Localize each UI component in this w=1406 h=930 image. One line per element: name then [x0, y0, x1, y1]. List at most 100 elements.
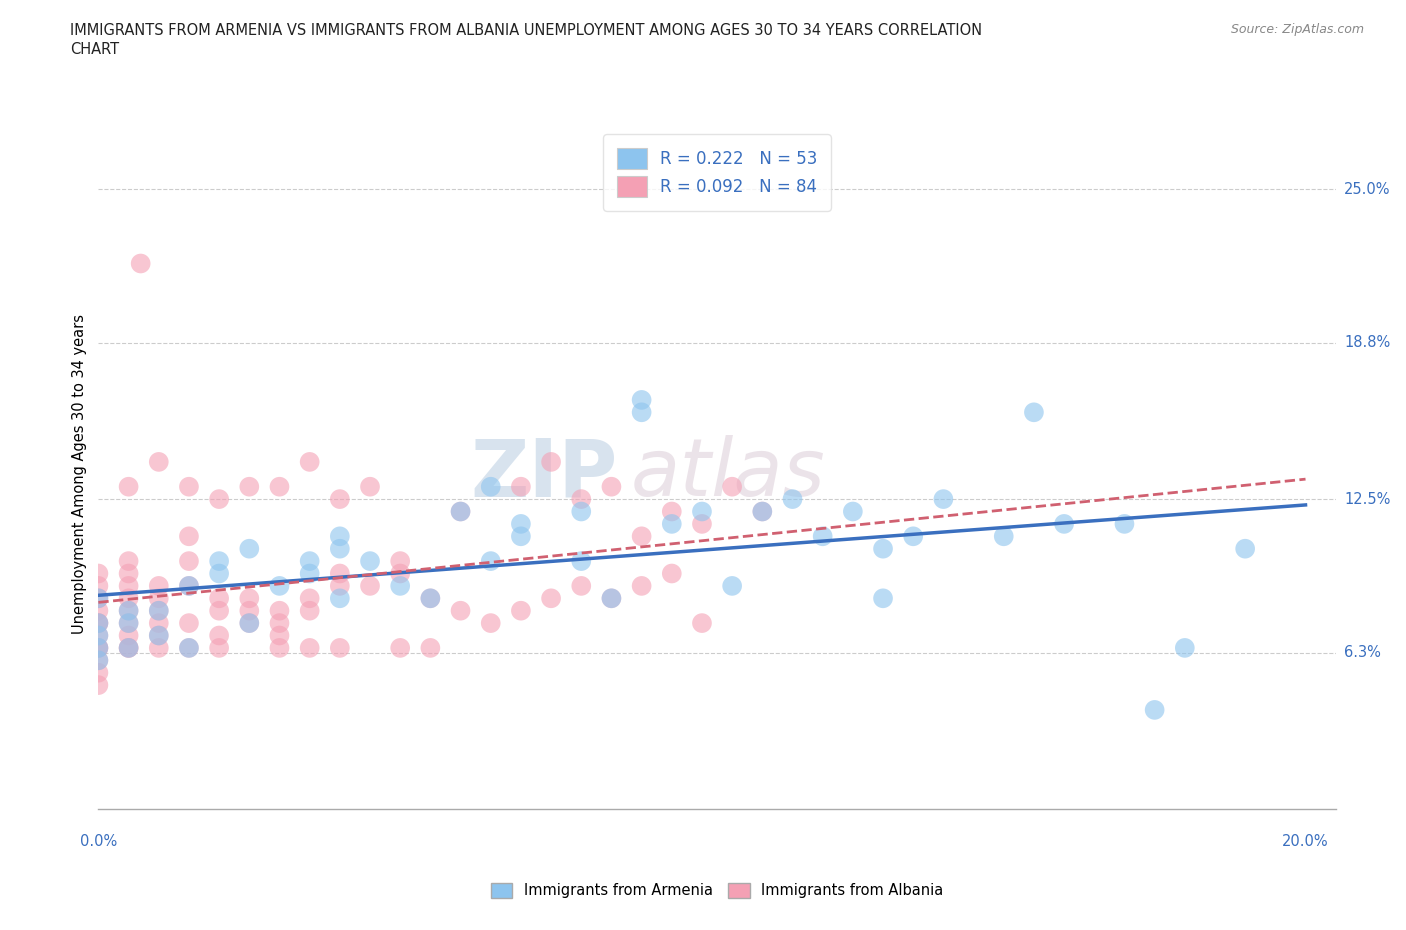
Point [177, 529, 200, 544]
Point [600, 479, 623, 494]
Point [208, 553, 231, 568]
Point [450, 504, 472, 519]
Point [148, 641, 170, 656]
Point [600, 591, 623, 605]
Point [269, 616, 291, 631]
Point [269, 641, 291, 656]
Legend: Immigrants from Armenia, Immigrants from Albania: Immigrants from Armenia, Immigrants from… [485, 877, 949, 904]
Point [208, 604, 231, 618]
Point [329, 529, 352, 544]
Point [117, 479, 139, 494]
Point [450, 604, 472, 618]
Point [630, 578, 652, 593]
Point [329, 541, 352, 556]
Point [148, 616, 170, 631]
Point [1143, 702, 1166, 717]
Point [117, 616, 139, 631]
Point [117, 566, 139, 581]
Point [389, 641, 412, 656]
Point [148, 628, 170, 643]
Point [389, 578, 412, 593]
Text: Source: ZipAtlas.com: Source: ZipAtlas.com [1230, 23, 1364, 36]
Point [177, 553, 200, 568]
Point [117, 616, 139, 631]
Point [509, 529, 531, 544]
Point [298, 591, 321, 605]
Point [721, 479, 744, 494]
Point [1053, 516, 1076, 531]
Point [721, 578, 744, 593]
Point [661, 566, 683, 581]
Text: 18.8%: 18.8% [1344, 336, 1391, 351]
Point [630, 392, 652, 407]
Point [630, 529, 652, 544]
Point [87, 678, 110, 693]
Text: IMMIGRANTS FROM ARMENIA VS IMMIGRANTS FROM ALBANIA UNEMPLOYMENT AMONG AGES 30 TO: IMMIGRANTS FROM ARMENIA VS IMMIGRANTS FR… [70, 23, 983, 38]
Point [751, 504, 773, 519]
Point [87, 616, 110, 631]
Point [1234, 541, 1257, 556]
Text: CHART: CHART [70, 42, 120, 57]
Point [782, 492, 804, 507]
Point [177, 641, 200, 656]
Point [540, 591, 562, 605]
Point [872, 591, 894, 605]
Point [87, 566, 110, 581]
Point [569, 492, 592, 507]
Point [177, 578, 200, 593]
Point [419, 591, 441, 605]
Point [87, 641, 110, 656]
Point [87, 616, 110, 631]
Point [509, 479, 531, 494]
Point [479, 479, 502, 494]
Point [298, 641, 321, 656]
Point [329, 492, 352, 507]
Point [87, 628, 110, 643]
Point [389, 566, 412, 581]
Point [117, 591, 139, 605]
Point [208, 566, 231, 581]
Point [87, 616, 110, 631]
Point [419, 591, 441, 605]
Point [690, 516, 713, 531]
Point [238, 541, 260, 556]
Point [87, 628, 110, 643]
Point [630, 405, 652, 419]
Point [450, 504, 472, 519]
Point [117, 553, 139, 568]
Point [842, 504, 865, 519]
Point [177, 578, 200, 593]
Point [129, 256, 152, 271]
Point [87, 665, 110, 680]
Point [359, 553, 381, 568]
Point [269, 479, 291, 494]
Point [993, 529, 1015, 544]
Point [148, 455, 170, 470]
Text: 6.3%: 6.3% [1344, 645, 1381, 660]
Point [569, 553, 592, 568]
Point [600, 591, 623, 605]
Point [117, 641, 139, 656]
Point [87, 578, 110, 593]
Point [359, 578, 381, 593]
Point [811, 529, 834, 544]
Legend: R = 0.222   N = 53, R = 0.092   N = 84: R = 0.222 N = 53, R = 0.092 N = 84 [603, 135, 831, 210]
Point [1174, 641, 1197, 656]
Point [690, 504, 713, 519]
Point [298, 566, 321, 581]
Point [661, 516, 683, 531]
Point [117, 604, 139, 618]
Point [117, 641, 139, 656]
Point [117, 628, 139, 643]
Point [269, 604, 291, 618]
Point [359, 479, 381, 494]
Point [238, 616, 260, 631]
Point [1022, 405, 1045, 419]
Point [87, 653, 110, 668]
Point [569, 578, 592, 593]
Point [298, 553, 321, 568]
Point [329, 578, 352, 593]
Point [903, 529, 925, 544]
Point [329, 566, 352, 581]
Point [87, 641, 110, 656]
